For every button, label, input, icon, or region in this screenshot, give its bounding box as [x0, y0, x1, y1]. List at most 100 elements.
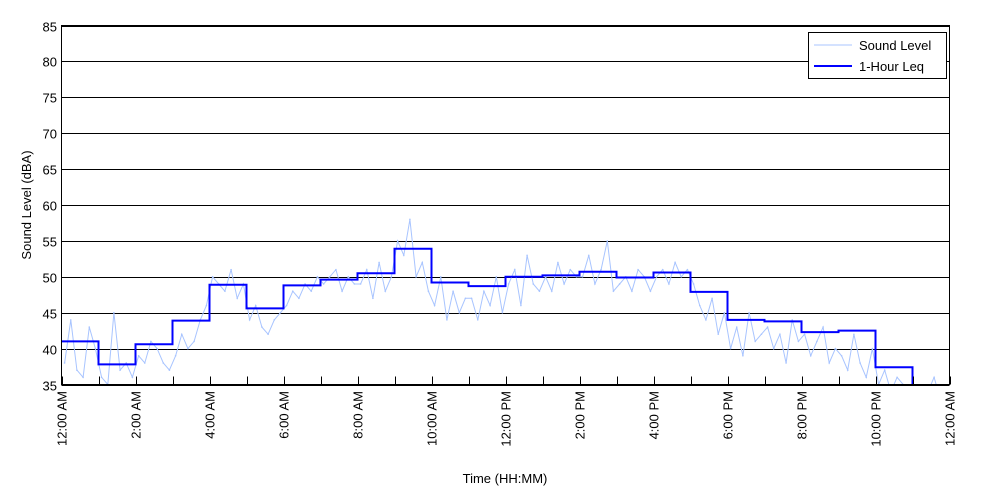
sound-level-point: [705, 319, 707, 321]
sound-level-point: [421, 261, 424, 264]
sound-level-point: [766, 326, 769, 328]
sound-level-point: [754, 340, 757, 343]
sound-level-point: [396, 240, 399, 242]
sound-level-point: [446, 319, 448, 321]
sound-level-point: [538, 290, 541, 292]
sound-level-point: [224, 290, 226, 292]
sound-level-point: [853, 333, 855, 336]
sound-level-point: [433, 304, 436, 307]
legend-box: [808, 32, 947, 79]
x-tick-label: 8:00 PM: [795, 391, 810, 439]
sound-level-point: [162, 362, 165, 364]
sound-level-point: [174, 354, 177, 357]
y-tick-label: 70: [43, 127, 57, 142]
sound-level-point: [717, 333, 720, 336]
sound-level-point: [168, 369, 171, 371]
sound-level-point: [563, 283, 565, 285]
sound-level-point: [668, 283, 670, 285]
x-tick-label: 6:00 PM: [721, 391, 736, 439]
sound-level-point: [840, 354, 843, 357]
sound-level-point: [557, 261, 559, 264]
sound-level-point: [476, 319, 479, 321]
sound-level-point: [711, 297, 713, 300]
sound-level-point: [772, 347, 775, 350]
sound-level-point: [236, 297, 239, 300]
sound-level-point: [735, 326, 738, 328]
sound-level-point: [248, 319, 251, 321]
sound-level-point: [458, 311, 461, 314]
sound-level-point: [865, 376, 868, 379]
sound-level-point: [489, 304, 491, 307]
sound-level-point: [809, 354, 812, 357]
y-tick-label: 75: [43, 91, 57, 106]
sound-level-point: [686, 268, 689, 271]
sound-level-point: [113, 311, 115, 314]
sound-level-point: [748, 311, 750, 314]
sound-level-point: [230, 268, 232, 271]
sound-level-point: [575, 276, 578, 278]
sound-level-point: [779, 333, 781, 336]
sound-level-point: [507, 283, 510, 285]
sound-level-point: [205, 304, 208, 307]
sound-level-point: [594, 283, 596, 285]
sound-level-point: [655, 276, 658, 278]
plot-border: [61, 25, 950, 385]
sound-level-point: [322, 283, 325, 285]
sound-level-point: [871, 347, 874, 350]
sound-level-point: [828, 362, 831, 364]
sound-level-point: [797, 340, 800, 343]
sound-level-point: [211, 276, 214, 278]
sound-level-point: [279, 311, 282, 314]
sound-level-point: [94, 347, 97, 350]
y-tick-label: 50: [43, 271, 57, 286]
sound-level-point: [816, 340, 818, 343]
y-tick-label: 65: [43, 163, 57, 178]
y-tick-label: 55: [43, 235, 57, 250]
sound-level-point: [742, 354, 744, 357]
sound-level-point: [298, 297, 300, 300]
x-tick-label: 10:00 AM: [425, 391, 440, 446]
sound-level-point: [409, 218, 411, 221]
sound-level-point: [834, 347, 837, 350]
sound-level-point: [353, 283, 356, 285]
sound-level-point: [532, 283, 535, 285]
sound-level-point: [846, 369, 849, 371]
sound-level-point: [600, 268, 602, 271]
sound-level-point: [569, 268, 572, 271]
sound-level-point: [156, 347, 158, 350]
sound-level-point: [304, 283, 306, 285]
sound-level-point: [464, 297, 467, 300]
sound-level-point: [76, 369, 78, 371]
sound-level-point: [674, 261, 676, 264]
sound-level-point: [452, 290, 454, 292]
sound-level-point: [483, 290, 485, 292]
x-tick-label: 4:00 AM: [203, 391, 218, 439]
y-tick-label: 85: [43, 20, 57, 35]
sound-level-point: [291, 290, 294, 292]
sound-level-point: [267, 333, 269, 336]
sound-level-point: [723, 311, 726, 314]
sound-level-point: [803, 333, 806, 336]
legend: Sound Level 1-Hour Leq: [808, 32, 947, 79]
sound-level-point: [341, 290, 343, 292]
sound-level-point: [513, 268, 516, 271]
sound-level-point: [402, 254, 405, 257]
sound-level-point: [131, 376, 134, 379]
sound-level-point: [119, 369, 121, 371]
sound-level-point: [791, 319, 794, 321]
sound-level-point: [649, 290, 652, 292]
sound-level-point: [859, 362, 861, 364]
sound-level-point: [890, 391, 892, 393]
sound-level-point: [921, 405, 923, 407]
sound-level-point: [125, 362, 128, 364]
sound-level-point: [526, 254, 528, 257]
y-tick-label: 45: [43, 307, 57, 322]
x-tick-label: 12:00 AM: [943, 391, 958, 446]
sound-level-point: [415, 276, 417, 278]
x-tick-label: 2:00 PM: [573, 391, 588, 439]
leq-step-line: [61, 247, 914, 385]
sound-level-point: [606, 240, 609, 242]
sound-level-point: [692, 283, 695, 285]
sound-level-point: [365, 268, 368, 271]
y-tick-label: 40: [43, 343, 57, 358]
